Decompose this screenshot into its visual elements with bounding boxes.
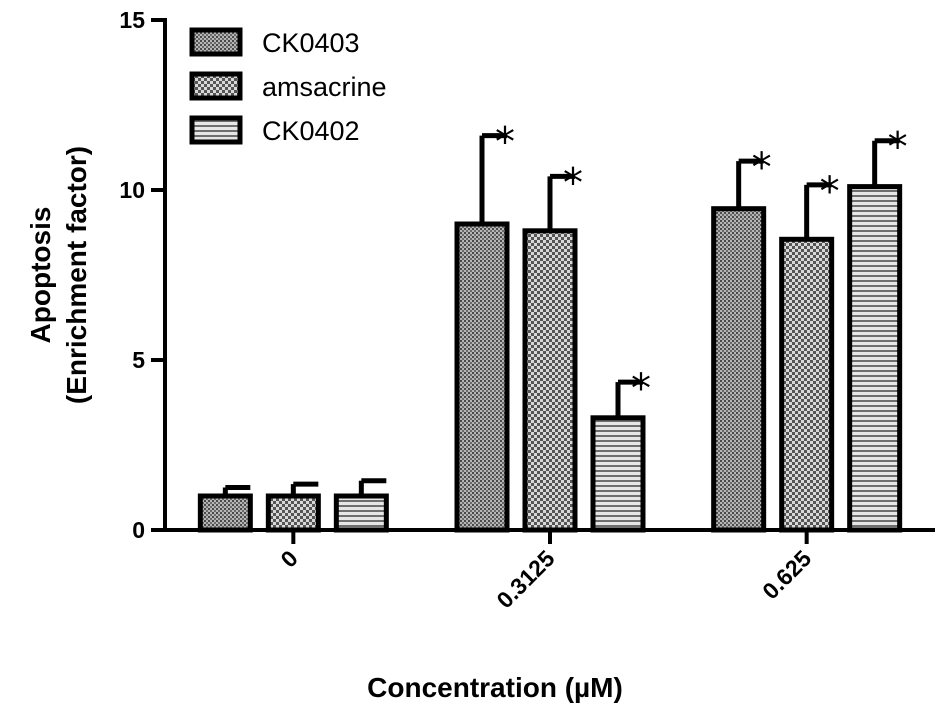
y-axis-label-line-1: Apoptosis <box>25 207 56 344</box>
legend-swatch <box>189 71 243 101</box>
bar <box>847 184 903 533</box>
significance-marker: * <box>495 120 515 166</box>
bar <box>197 493 253 533</box>
y-axis-label: Apoptosis (Enrichment factor) <box>25 146 92 404</box>
significance-marker: * <box>631 366 651 412</box>
bar <box>265 493 321 533</box>
bar <box>779 236 835 533</box>
bar <box>522 228 578 533</box>
legend-swatch <box>189 115 243 145</box>
bar <box>711 206 767 533</box>
y-tick-label: 10 <box>119 177 145 203</box>
bar <box>333 493 389 533</box>
legend-swatch <box>189 27 243 57</box>
x-tick-label: 0 <box>275 545 302 572</box>
significance-marker: * <box>752 145 772 191</box>
legend-label: CK0403 <box>262 28 360 58</box>
significance-marker: * <box>888 125 908 171</box>
significance-marker: * <box>820 169 840 215</box>
x-tick-label: 0.625 <box>757 545 816 604</box>
x-tick-label: 0.3125 <box>491 545 559 613</box>
legend-label: amsacrine <box>262 72 387 102</box>
x-axis-label: Concentration (µM) <box>367 672 623 703</box>
significance-marker: * <box>563 160 583 206</box>
legend: CK0403 amsacrine CK0402 <box>189 27 387 146</box>
bars-group: * * * * * * <box>197 120 908 533</box>
y-tick-label: 0 <box>132 517 145 543</box>
y-tick-label: 15 <box>119 7 145 33</box>
bar <box>454 221 510 533</box>
bar <box>590 415 646 533</box>
y-tick-label: 5 <box>132 347 145 373</box>
legend-label: CK0402 <box>262 116 360 146</box>
y-axis-label-line-2: (Enrichment factor) <box>61 146 92 404</box>
